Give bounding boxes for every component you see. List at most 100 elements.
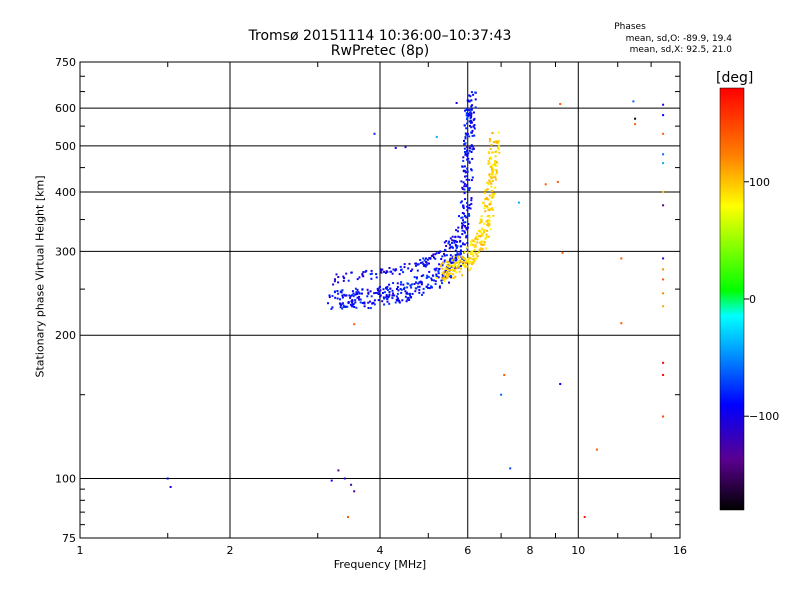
scatter-point [480, 215, 483, 218]
scatter-point [468, 146, 471, 149]
scatter-point [388, 267, 391, 269]
scatter-point [377, 289, 379, 292]
scatter-point [425, 285, 428, 288]
scatter-point [473, 257, 476, 260]
scatter-point [462, 181, 465, 184]
scatter-point [461, 258, 464, 260]
scatter-point [463, 243, 466, 246]
scatter-point [474, 91, 477, 94]
scatter-point [370, 272, 373, 275]
scatter-point [433, 279, 435, 282]
y-tick-label: 750 [55, 56, 76, 69]
scatter-point [446, 268, 449, 271]
scatter-point [336, 297, 339, 300]
scatter-point [583, 516, 586, 518]
scatter-point [333, 290, 336, 293]
scatter-point [492, 195, 495, 198]
scatter-point [351, 305, 354, 308]
scatter-point [494, 155, 497, 158]
scatter-point [471, 239, 474, 242]
scatter-point [443, 252, 445, 255]
scatter-point [464, 151, 466, 153]
scatter-point [462, 169, 465, 172]
colorbar-unit-label: [deg] [716, 70, 754, 86]
scatter-point [473, 124, 476, 126]
scatter-point [353, 306, 356, 308]
scatter-point [463, 212, 465, 215]
scatter-point [406, 286, 409, 289]
scatter-point [471, 148, 474, 151]
scatter-point [379, 294, 382, 297]
scatter-point [484, 189, 487, 192]
scatter-point [331, 306, 334, 309]
scatter-point [393, 294, 396, 297]
phases-x-stats: mean, sd,X: 92.5, 21.0 [629, 45, 732, 55]
scatter-point [464, 198, 467, 201]
scatter-point [415, 262, 417, 265]
scatter-point [460, 267, 462, 270]
scatter-point [396, 292, 399, 295]
scatter-point [470, 168, 473, 171]
scatter-point [414, 281, 417, 284]
scatter-point [469, 124, 471, 127]
scatter-point [426, 274, 429, 277]
x-axis-label: Frequency [MHz] [333, 558, 427, 571]
scatter-point [457, 226, 460, 229]
scatter-point [384, 296, 387, 299]
scatter-point [328, 294, 331, 297]
scatter-point [472, 261, 475, 264]
scatter-point [400, 268, 403, 271]
scatter-point [428, 270, 431, 273]
scatter-point [495, 160, 498, 163]
scatter-point [385, 270, 388, 273]
scatter-point [410, 296, 413, 299]
ticks-layer: 1 2 4 6 8 10 16 75 100 200 300 400 500 600 750 [55, 56, 687, 557]
scatter-point [462, 256, 464, 259]
scatter-point [398, 273, 401, 276]
scatter-point [344, 294, 347, 297]
scatter-point [358, 276, 361, 279]
scatter-point [428, 262, 430, 265]
scatter-point [462, 156, 465, 159]
scatter-point [450, 276, 453, 279]
scatter-point [491, 173, 494, 176]
scatter-point [394, 146, 397, 149]
scatter-point [451, 259, 454, 261]
scatter-point [464, 169, 467, 172]
scatter-point [475, 253, 478, 256]
scatter-point [487, 160, 490, 163]
scatter-point [465, 226, 468, 229]
scatter-point [410, 270, 413, 272]
scatter-point [490, 176, 493, 179]
scatter-point [378, 290, 381, 293]
chart-title: Tromsø 20151114 10:36:00–10:37:43 [248, 28, 512, 44]
scatter-point [405, 291, 408, 294]
scatter-point [359, 298, 362, 301]
scatter-point [468, 269, 471, 272]
scatter-point [400, 291, 403, 294]
colorbar-ticks: 100 0 −100 [744, 176, 779, 423]
scatter-point [464, 142, 467, 145]
scatter-point [422, 263, 425, 266]
scatter-point [461, 186, 464, 189]
scatter-point [378, 286, 381, 289]
scatter-point [496, 141, 498, 144]
scatter-point [333, 280, 336, 283]
scatter-point [373, 299, 376, 302]
scatter-point [485, 197, 488, 199]
scatter-point [343, 293, 346, 296]
scatter-point [491, 208, 494, 211]
scatter-point [384, 272, 387, 274]
scatter-point [466, 183, 469, 186]
scatter-point [366, 288, 369, 291]
scatter-point [478, 229, 481, 232]
scatter-point [469, 207, 472, 210]
scatter-point [356, 278, 359, 281]
scatter-point [427, 286, 429, 289]
scatter-point [461, 216, 464, 219]
scatter-point [483, 222, 486, 225]
scatter-point [425, 277, 428, 280]
scatter-point [445, 245, 448, 247]
scatter-point [470, 99, 473, 102]
scatter-point [351, 294, 354, 297]
